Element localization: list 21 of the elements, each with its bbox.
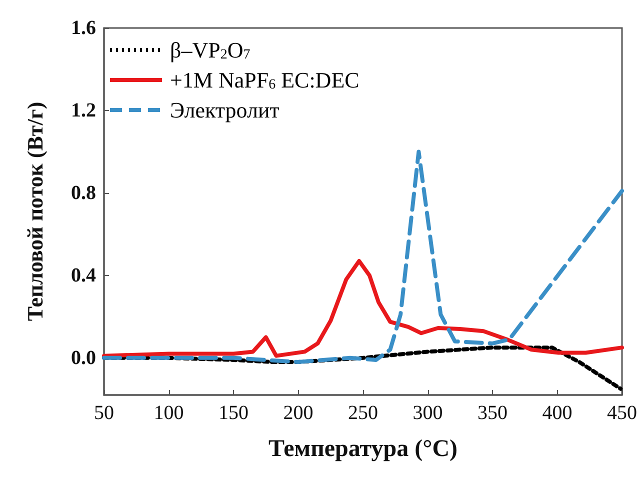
y-tick-label: 1.6	[71, 17, 96, 39]
x-tick-label: 350	[478, 402, 508, 424]
legend-label: β–VP2O7	[170, 38, 250, 62]
y-axis-title: Тепловой поток (Вт/г)	[22, 102, 48, 322]
x-tick-label: 200	[283, 402, 314, 424]
x-tick-label: 300	[412, 402, 443, 424]
y-tick-label: 0.0	[71, 346, 96, 369]
legend-label: Электролит	[170, 98, 280, 122]
line-series	[102, 258, 624, 358]
y-tick-label: 1.2	[71, 99, 96, 122]
y-tick-label: 0.4	[71, 264, 96, 286]
x-axis-title: Температура (°C)	[268, 436, 458, 462]
y-tick-label: 0.8	[71, 182, 96, 204]
x-tick-label: 50	[94, 402, 114, 424]
x-tick-label: 450	[607, 402, 637, 424]
x-tick-label: 250	[348, 402, 378, 424]
x-tick-label: 400	[542, 402, 572, 424]
x-tick-label: 150	[218, 402, 248, 424]
line-series	[102, 150, 624, 364]
x-tick-label: 100	[154, 402, 184, 424]
legend-label: +1M NaPF6 EC:DEC	[170, 68, 360, 92]
